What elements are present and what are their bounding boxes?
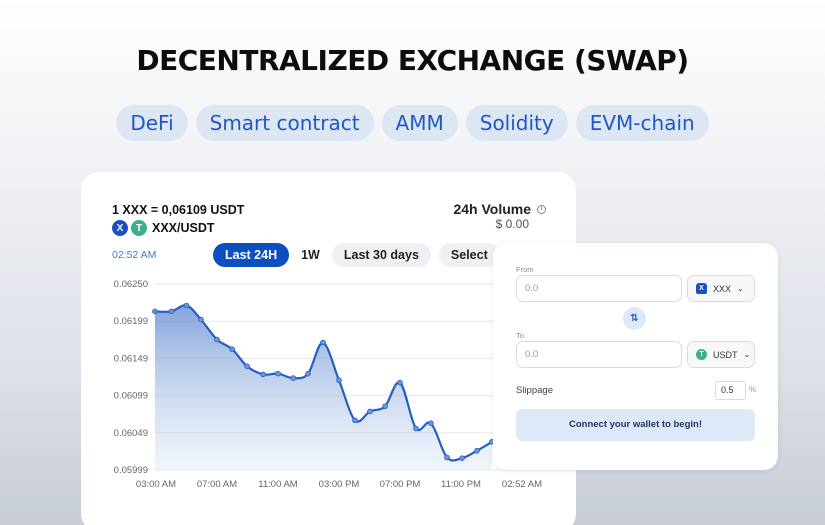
volume-title-text: 24h Volume [453, 201, 531, 217]
to-amount-input[interactable]: 0.0 [516, 341, 682, 368]
tag-solidity: Solidity [465, 105, 568, 141]
svg-text:03:00 PM: 03:00 PM [319, 479, 360, 490]
tag-evm-chain: EVM-chain [575, 105, 709, 141]
tag-defi: DeFi [116, 105, 188, 141]
svg-text:03:00 AM: 03:00 AM [136, 479, 176, 490]
svg-text:0.06199: 0.06199 [114, 316, 148, 327]
connect-wallet-button[interactable]: Connect your wallet to begin! [516, 409, 755, 441]
slippage-label: Slippage [516, 385, 553, 396]
pair-label: XXX/USDT [152, 221, 215, 235]
range-last-24h[interactable]: Last 24H [213, 243, 290, 267]
tag-list: DeFi Smart contract AMM Solidity EVM-cha… [0, 105, 825, 141]
tag-smart-contract: Smart contract [195, 105, 374, 141]
swap-card: From 0.0 X XXX ⌄ ⇅ To 0.0 T USDT ⌄ Slipp… [493, 243, 778, 470]
trading-pair: X T XXX/USDT [112, 220, 215, 236]
current-time: 02:52 AM [112, 249, 157, 261]
chevron-down-icon: ⌄ [737, 284, 744, 293]
svg-text:0.06099: 0.06099 [114, 391, 148, 402]
to-label: To [516, 331, 524, 340]
swap-direction-button[interactable]: ⇅ [623, 307, 646, 330]
svg-text:0.06049: 0.06049 [114, 428, 148, 439]
chevron-down-icon: ⌄ [743, 350, 751, 359]
range-selector: Last 24H 1W Last 30 days Select [213, 243, 500, 267]
to-token-select[interactable]: T USDT ⌄ [687, 341, 755, 368]
info-icon[interactable]: i [537, 204, 546, 214]
page-title: DECENTRALIZED EXCHANGE (SWAP) [136, 44, 689, 77]
to-token-label: USDT [713, 349, 738, 360]
xxx-token-icon: X [112, 220, 128, 236]
from-label: From [516, 265, 534, 274]
svg-text:02:52 AM: 02:52 AM [502, 479, 542, 490]
usdt-token-icon: T [131, 220, 147, 236]
svg-text:11:00 AM: 11:00 AM [258, 479, 298, 490]
range-last-30-days[interactable]: Last 30 days [331, 243, 431, 267]
volume-title: 24h Volume i [453, 201, 546, 217]
svg-text:0.06149: 0.06149 [114, 353, 148, 364]
from-amount-input[interactable]: 0.0 [516, 275, 682, 302]
range-1w[interactable]: 1W [301, 248, 320, 262]
svg-text:07:00 PM: 07:00 PM [380, 479, 421, 490]
slippage-input[interactable]: 0.5 [715, 381, 746, 400]
slippage-unit: % [749, 385, 757, 394]
xxx-token-icon: X [696, 283, 707, 294]
volume-value: $ 0.00 [495, 217, 529, 231]
from-token-label: XXX [713, 283, 732, 294]
tag-amm: AMM [381, 105, 458, 141]
from-token-select[interactable]: X XXX ⌄ [687, 275, 755, 302]
svg-text:0.06250: 0.06250 [114, 279, 148, 290]
svg-text:07:00 AM: 07:00 AM [197, 479, 237, 490]
usdt-token-icon: T [696, 349, 707, 360]
exchange-rate: 1 XXX = 0,06109 USDT [112, 203, 245, 217]
svg-text:0.05999: 0.05999 [114, 465, 148, 476]
svg-text:11:00 PM: 11:00 PM [441, 479, 481, 490]
range-select[interactable]: Select [438, 243, 500, 267]
